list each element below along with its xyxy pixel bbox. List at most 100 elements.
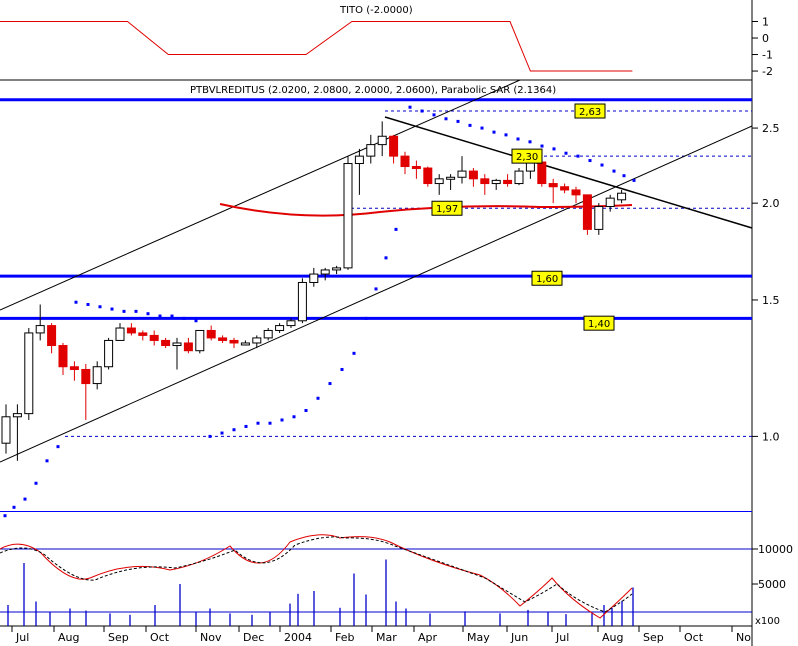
sar-dot	[3, 514, 7, 518]
channel-upper-line	[0, 79, 521, 311]
sar-dot	[480, 126, 484, 130]
candle	[491, 178, 501, 190]
sar-dot	[170, 314, 174, 318]
price-tick-label: 1.5	[762, 294, 780, 307]
x-tick-label: No	[736, 631, 751, 644]
sar-dot	[208, 434, 212, 438]
candle	[275, 323, 285, 333]
candle	[195, 329, 205, 354]
price-title: PTBVLREDITUS (2.0200, 2.0800, 2.0000, 2.…	[190, 85, 556, 96]
x-tick-label: Oct	[150, 631, 170, 644]
x-tick-label: Dec	[243, 631, 264, 644]
sar-dot	[444, 117, 448, 121]
sar-dot	[194, 319, 198, 323]
sar-dot	[220, 431, 224, 435]
candle	[138, 330, 148, 341]
indicator-tick-label: 1	[762, 16, 769, 29]
support-resistance-lines	[0, 98, 752, 512]
indicator-axis: 1 0 -1 -2	[752, 16, 773, 78]
sar-dot	[304, 408, 308, 412]
sar-dot	[56, 445, 60, 449]
candle	[400, 151, 410, 175]
candle	[457, 156, 467, 184]
x-tick-label: May	[467, 631, 490, 644]
x-tick-label: Jul	[555, 631, 569, 644]
candle	[343, 156, 353, 270]
sar-dot	[432, 113, 436, 117]
candle	[161, 337, 171, 349]
sar-dot	[394, 227, 398, 231]
x-tick-label: 2004	[284, 631, 312, 644]
candle	[240, 340, 250, 346]
sar-dot	[110, 307, 114, 311]
candle	[617, 189, 627, 204]
candle	[434, 174, 444, 195]
volume-tick-label: 5000	[758, 578, 786, 591]
sar-dot	[374, 287, 378, 291]
candle	[104, 337, 114, 370]
x-tick-label: Mar	[376, 631, 397, 644]
candle	[149, 330, 159, 346]
downtrend-line	[384, 116, 753, 229]
candle	[69, 361, 79, 381]
candle	[229, 337, 239, 349]
sar-dot	[12, 505, 16, 509]
volume-bars	[7, 559, 634, 626]
sar-dot	[540, 144, 544, 148]
candle	[537, 160, 547, 187]
candle	[206, 325, 216, 341]
candle	[309, 267, 319, 287]
sar-dot	[146, 312, 150, 316]
candle	[548, 178, 558, 204]
sar-dot	[316, 396, 320, 400]
sar-dot	[588, 159, 592, 163]
sar-dot	[364, 316, 368, 320]
candle	[58, 342, 68, 376]
candle	[446, 174, 456, 190]
price-tick-label: 2.0	[762, 197, 780, 210]
sar-dot	[352, 351, 356, 355]
sar-dot	[384, 256, 388, 260]
candle	[582, 194, 592, 235]
sar-dot	[504, 133, 508, 137]
sar-dot	[492, 130, 496, 134]
candle	[12, 404, 22, 461]
candle	[47, 323, 57, 354]
x-tick-label: Sep	[643, 631, 664, 644]
channel-lower-line	[0, 125, 753, 463]
candle	[366, 134, 376, 164]
candle	[263, 328, 273, 341]
x-tick-label: Jun	[510, 631, 528, 644]
candle	[332, 265, 342, 275]
level-label: 1,97	[431, 200, 463, 216]
candle	[514, 168, 524, 186]
sar-dot	[612, 169, 616, 173]
sar-dot	[122, 309, 126, 313]
x-tick-label: Apr	[418, 631, 438, 644]
candle	[218, 335, 228, 343]
sar-dot	[420, 109, 424, 113]
price-tick-label: 1.0	[762, 430, 780, 443]
candlesticks	[1, 121, 627, 461]
candle	[1, 404, 11, 454]
sar-dot	[268, 421, 272, 425]
sar-dot	[468, 123, 472, 127]
candle	[24, 328, 34, 420]
level-label: 2,63	[574, 103, 606, 119]
svg-text:2,30: 2,30	[516, 152, 538, 163]
sar-dot	[34, 481, 38, 485]
candle	[297, 278, 307, 324]
indicator-tick-label: -2	[762, 65, 773, 78]
sar-dot	[232, 428, 236, 432]
sar-dot	[622, 174, 626, 178]
sar-dot	[182, 316, 186, 320]
candle	[377, 121, 387, 157]
candle	[92, 361, 102, 390]
candle	[389, 134, 399, 164]
sar-dot	[244, 424, 248, 428]
candle	[126, 323, 136, 336]
sar-dot	[158, 314, 162, 318]
indicator-title: TITO (-2.0000)	[339, 5, 413, 16]
candle	[320, 267, 330, 281]
sar-dot	[576, 154, 580, 158]
